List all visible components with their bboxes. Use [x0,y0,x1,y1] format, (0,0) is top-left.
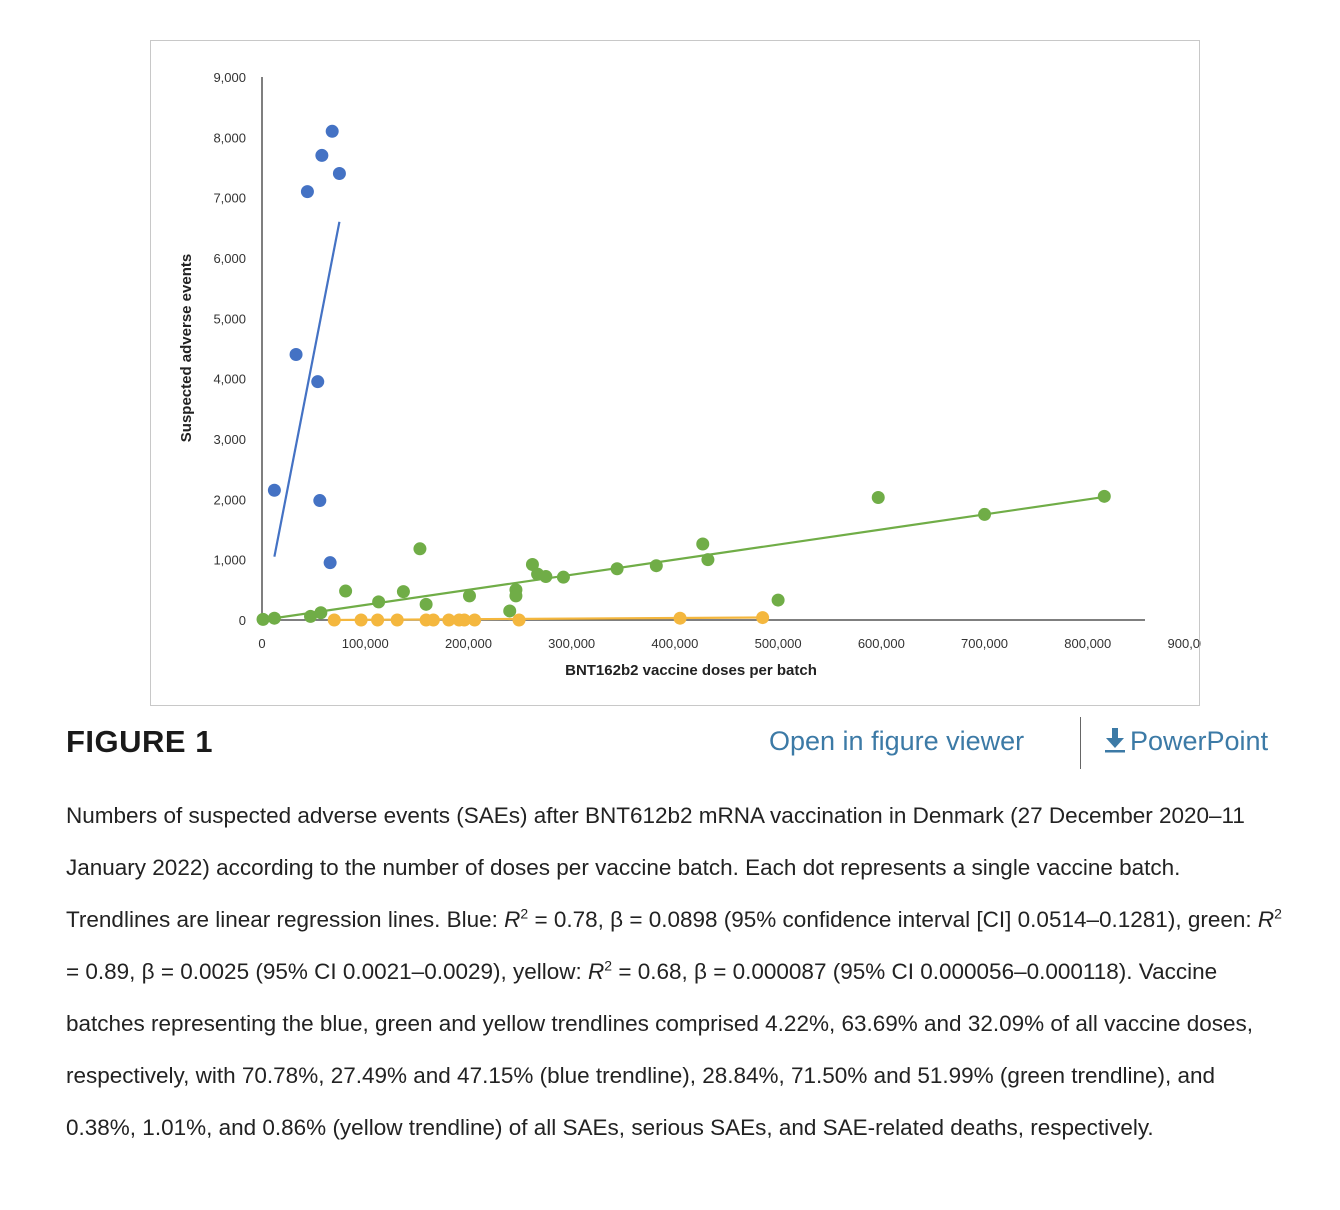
data-point [325,124,339,138]
data-point [871,491,885,505]
y-tick-label: 6,000 [213,251,246,266]
x-tick-label: 700,000 [961,636,1008,651]
x-tick-label: 500,000 [755,636,802,651]
r-squared-symbol-green: R [1257,907,1275,932]
data-point [442,613,456,627]
y-tick-label: 2,000 [213,492,246,507]
data-point [462,589,476,603]
data-point [701,553,715,567]
x-axis-label: BNT162b2 vaccine doses per batch [565,662,817,679]
data-point [371,613,385,627]
trendlines [261,221,1105,622]
r-squared-symbol-blue: R [504,907,521,932]
y-axis-label: Suspected adverse events [178,254,195,442]
data-point [354,613,368,627]
data-point [413,542,427,556]
data-point [315,148,329,162]
data-points [256,124,1111,627]
x-tick-label: 300,000 [548,636,595,651]
data-point [512,613,526,627]
data-point [419,597,433,611]
data-point [673,611,687,625]
data-point [509,589,523,603]
data-point [311,375,325,389]
y-tick-label: 7,000 [213,191,246,206]
data-point [426,613,440,627]
data-point [503,604,517,618]
superscript-2-yellow: 2 [604,957,613,974]
y-tick-label: 8,000 [213,130,246,145]
caption-text-4: = 0.68, β = 0.000087 (95% CI 0.000056–0.… [66,959,1253,1140]
data-point [327,613,341,627]
data-point [457,613,471,627]
data-point [696,537,710,551]
data-point [323,556,337,570]
link-divider [1080,717,1081,769]
data-point [267,611,281,625]
data-point [256,612,270,626]
trendline-0 [273,221,341,557]
data-point [332,167,346,181]
data-point [978,507,992,521]
y-tick-labels: 0 1,000 2,000 3,000 4,000 5,000 6,000 7,000 8,00… [213,70,246,628]
data-point [314,606,328,620]
data-point [525,557,539,571]
trendline-1 [261,495,1105,622]
x-tick-label: 400,000 [651,636,698,651]
data-point [304,609,318,623]
y-tick-label: 4,000 [213,372,246,387]
data-point [390,613,404,627]
y-tick-label: 3,000 [213,432,246,447]
data-point [756,611,770,625]
x-tick-label: 200,000 [445,636,492,651]
x-tick-label: 900,000 [1168,636,1202,651]
x-tick-labels: 0 100,000 200,000 300,000 400,000 500,000 600,… [258,636,1201,651]
superscript-2-green: 2 [1274,905,1282,922]
scatter-chart: 0 100,000 200,000 300,000 400,000 500,000 600,… [178,70,1201,679]
data-point [396,585,410,599]
data-point [267,483,281,497]
data-point [1097,489,1111,503]
y-tick-label: 0 [239,613,246,628]
superscript-2-blue: 2 [520,905,529,922]
caption-text-3: = 0.89, β = 0.0025 (95% CI 0.0021–0.0029… [66,959,589,984]
y-tick-label: 5,000 [213,311,246,326]
x-tick-label: 0 [258,636,265,651]
data-point [372,595,386,609]
caption-text-2: = 0.78, β = 0.0898 (95% confidence inter… [528,907,1258,932]
data-point [339,584,353,598]
y-tick-label: 1,000 [213,553,246,568]
x-tick-label: 100,000 [342,636,389,651]
figure-caption: Numbers of suspected adverse events (SAE… [66,790,1286,1154]
data-point [556,570,570,584]
powerpoint-download-link[interactable]: PowerPoint [1103,726,1268,757]
powerpoint-label: PowerPoint [1130,726,1269,756]
data-point [300,185,314,199]
data-point [468,613,482,627]
download-icon [1105,728,1125,753]
data-point [289,348,303,362]
open-figure-viewer-link[interactable]: Open in figure viewer [769,726,1025,756]
data-point [313,494,327,508]
data-point [539,570,553,584]
data-point [771,593,785,607]
data-point [610,562,624,576]
figure-frame: 0 100,000 200,000 300,000 400,000 500,000 600,… [150,40,1201,706]
data-point [649,559,663,573]
y-tick-label: 9,000 [213,70,246,85]
r-squared-symbol-yellow: R [588,959,605,984]
x-tick-label: 600,000 [858,636,905,651]
figure-title: FIGURE 1 [66,724,213,759]
caption-text-1: Numbers of suspected adverse events (SAE… [66,803,1245,932]
x-tick-label: 800,000 [1064,636,1111,651]
